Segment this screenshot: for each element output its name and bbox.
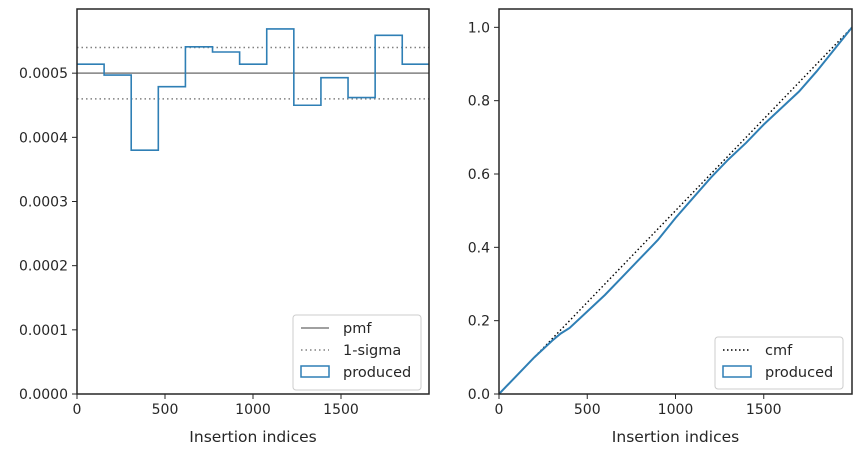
x-tick-label: 1500 [323,402,359,418]
y-tick-label: 0.0005 [19,66,68,82]
produced-histogram-step [77,28,429,151]
legend-box [292,314,422,391]
axes-frame [498,8,853,395]
legend-produced-label: produced [343,365,411,381]
produced-cumulative-line [499,26,852,394]
legend-pmf-label: pmf [343,321,372,337]
x-tick-label: 1500 [746,402,782,418]
cmf-plot: 0 500 1000 1500 0.0 0.2 0.4 0.6 0.8 1.0 Insertion … [468,8,853,446]
legend-right: cmf produced [714,336,844,390]
legend-produced-swatch [300,365,330,378]
x-tick-label: 1000 [658,402,694,418]
y-tick-label: 0.0002 [19,259,68,275]
x-tick-label: 500 [152,402,179,418]
histogram-plot: 0 500 1000 1500 0.0000 0.0001 0.0002 0.0003 0.00… [19,8,430,446]
y-tick-label: 0.4 [468,240,490,256]
x-axis-label: Insertion indices [189,428,316,446]
axes-frame [76,8,430,395]
cmf-line [499,26,852,394]
y-tick-label: 0.0004 [19,130,68,146]
x-tick-label: 1000 [235,402,271,418]
legend-left: pmf 1-sigma produced [292,314,422,391]
y-tick-label: 0.0001 [19,323,68,339]
y-tick-label: 0.0000 [19,387,68,403]
y-tick-label: 0.6 [468,167,490,183]
y-tick-label: 0.2 [468,314,490,330]
y-tick-label: 0.8 [468,94,490,110]
x-axis-label: Insertion indices [612,428,739,446]
y-tick-label: 0.0003 [19,195,68,211]
legend-produced-swatch [722,365,752,378]
x-tick-label: 0 [73,402,82,418]
x-tick-label: 500 [574,402,601,418]
x-tick-label: 0 [495,402,504,418]
legend-produced-label: produced [765,365,833,381]
y-tick-label: 1.0 [468,20,490,36]
y-tick-label: 0.0 [468,387,490,403]
legend-sigma-label: 1-sigma [343,343,401,359]
legend-cmf-label: cmf [765,343,793,359]
